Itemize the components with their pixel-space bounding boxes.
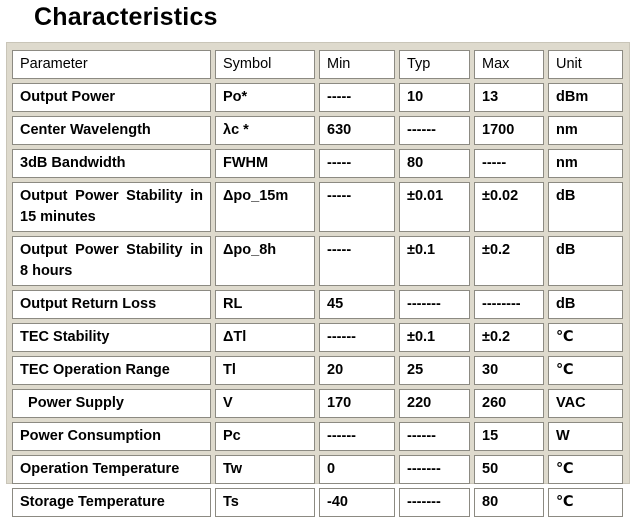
max-cell: 30 [474,356,544,385]
max-cell: 80 [474,488,544,517]
max-cell: ±0.2 [474,323,544,352]
unit-cell: nm [548,149,623,178]
parameter-cell: Output Power [12,83,211,112]
table-row: Power Supply V 170 220 260 VAC [12,389,623,418]
table-row: Operation Temperature Tw 0 ------- 50 ℃ [12,455,623,484]
unit-cell: W [548,422,623,451]
symbol-cell: Po* [215,83,315,112]
table-row: Output Power Po* ----- 10 13 dBm [12,83,623,112]
parameter-cell: Power Consumption [12,422,211,451]
max-cell: 1700 [474,116,544,145]
min-cell: 20 [319,356,395,385]
typ-cell: ±0.1 [399,323,470,352]
symbol-cell: Tl [215,356,315,385]
typ-cell: 80 [399,149,470,178]
max-cell: ±0.2 [474,236,544,286]
parameter-cell: Operation Temperature [12,455,211,484]
parameter-cell: Center Wavelength [12,116,211,145]
unit-cell: dB [548,182,623,232]
column-header-typ: Typ [399,50,470,79]
min-cell: 45 [319,290,395,319]
parameter-cell: Storage Temperature [12,488,211,517]
symbol-cell: Tw [215,455,315,484]
unit-cell: ℃ [548,488,623,517]
min-cell: ----- [319,149,395,178]
table-row: Output Power Stability in 8 hours Δpo_8h… [12,236,623,286]
min-cell: ------ [319,422,395,451]
unit-cell: nm [548,116,623,145]
table-row: TEC Operation Range Tl 20 25 30 ℃ [12,356,623,385]
unit-cell: ℃ [548,356,623,385]
table-row: Storage Temperature Ts -40 ------- 80 ℃ [12,488,623,517]
parameter-cell: TEC Stability [12,323,211,352]
max-cell: ±0.02 [474,182,544,232]
max-cell: 15 [474,422,544,451]
min-cell: ------ [319,323,395,352]
table-row: Center Wavelength λc * 630 ------ 1700 n… [12,116,623,145]
max-cell: ----- [474,149,544,178]
table-header-row: Parameter Symbol Min Typ Max Unit [12,50,623,79]
characteristics-table: Parameter Symbol Min Typ Max Unit Output… [8,46,627,521]
table-row: Output Power Stability in 15 minutes Δpo… [12,182,623,232]
column-header-min: Min [319,50,395,79]
parameter-cell: Output Power Stability in 8 hours [12,236,211,286]
typ-cell: ±0.1 [399,236,470,286]
unit-cell: dB [548,290,623,319]
column-header-unit: Unit [548,50,623,79]
parameter-cell: Output Return Loss [12,290,211,319]
unit-cell: dBm [548,83,623,112]
typ-cell: 10 [399,83,470,112]
min-cell: ----- [319,236,395,286]
symbol-cell: FWHM [215,149,315,178]
max-cell: 50 [474,455,544,484]
symbol-cell: Ts [215,488,315,517]
typ-cell: ±0.01 [399,182,470,232]
typ-cell: ------- [399,488,470,517]
symbol-cell: Δpo_15m [215,182,315,232]
min-cell: 170 [319,389,395,418]
symbol-cell: λc * [215,116,315,145]
page: Characteristics Parameter Symbol Min Typ… [6,3,630,517]
min-cell: -40 [319,488,395,517]
min-cell: ----- [319,182,395,232]
typ-cell: 25 [399,356,470,385]
unit-cell: dB [548,236,623,286]
unit-cell: ℃ [548,455,623,484]
column-header-max: Max [474,50,544,79]
column-header-parameter: Parameter [12,50,211,79]
typ-cell: ------ [399,116,470,145]
max-cell: 260 [474,389,544,418]
symbol-cell: ΔTl [215,323,315,352]
table-row: Power Consumption Pc ------ ------ 15 W [12,422,623,451]
typ-cell: ------- [399,455,470,484]
max-cell: 13 [474,83,544,112]
typ-cell: 220 [399,389,470,418]
symbol-cell: Pc [215,422,315,451]
symbol-cell: RL [215,290,315,319]
symbol-cell: V [215,389,315,418]
page-title: Characteristics [34,3,218,31]
min-cell: 630 [319,116,395,145]
typ-cell: ------ [399,422,470,451]
table-row: 3dB Bandwidth FWHM ----- 80 ----- nm [12,149,623,178]
column-header-symbol: Symbol [215,50,315,79]
max-cell: -------- [474,290,544,319]
symbol-cell: Δpo_8h [215,236,315,286]
parameter-cell: TEC Operation Range [12,356,211,385]
table-row: Output Return Loss RL 45 ------- -------… [12,290,623,319]
unit-cell: VAC [548,389,623,418]
parameter-cell: 3dB Bandwidth [12,149,211,178]
parameter-cell: Power Supply [12,389,211,418]
parameter-cell: Output Power Stability in 15 minutes [12,182,211,232]
typ-cell: ------- [399,290,470,319]
min-cell: ----- [319,83,395,112]
unit-cell: ℃ [548,323,623,352]
min-cell: 0 [319,455,395,484]
table-row: TEC Stability ΔTl ------ ±0.1 ±0.2 ℃ [12,323,623,352]
